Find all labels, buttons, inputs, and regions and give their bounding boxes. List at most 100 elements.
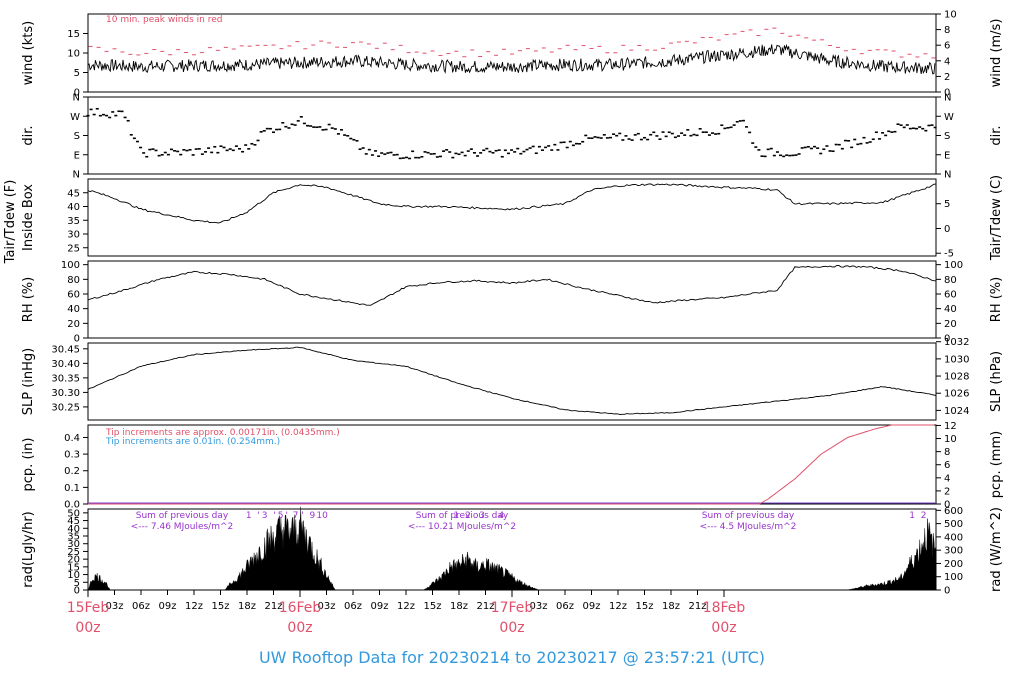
dir-left-tick-label: E	[74, 150, 80, 161]
x-tick-label: 21z	[265, 601, 283, 612]
x-tick-label: 06z	[344, 601, 362, 612]
temp-left-tick-label: 30	[67, 230, 80, 241]
temp-right-tick-label: 5	[944, 199, 950, 210]
slp-ylabel-right: SLP (hPa)	[989, 351, 1004, 412]
x-day-hour-label: 00z	[75, 620, 100, 636]
rad-day-note-line1: Sum of previous day	[702, 511, 795, 521]
x-tick-label: 06z	[556, 601, 574, 612]
pcp-line	[88, 424, 935, 505]
rh-left-tick-label: 100	[61, 260, 80, 271]
rh-right-tick-label: 0	[944, 334, 950, 345]
rad-hour-marker: 3	[262, 511, 268, 521]
x-tick-label: 03z	[318, 601, 336, 612]
slp-right-tick-label: 1024	[944, 406, 969, 417]
slp-left-tick-label: 30.45	[51, 344, 80, 355]
slp-left-tick-label: 30.35	[51, 373, 80, 384]
dir-ylabel-right: dir.	[989, 125, 1004, 145]
rh-ylabel-left: RH (%)	[21, 277, 36, 322]
x-tick-label: 03z	[530, 601, 548, 612]
wind-left-tick-label: 10	[67, 49, 80, 60]
temp-panel-frame	[87, 178, 937, 257]
rad-right-tick-label: 0	[944, 586, 950, 597]
rad-hour-marker: 5	[278, 511, 284, 521]
x-tick-label: 12z	[185, 601, 203, 612]
rad-left-tick-label: 0	[74, 586, 80, 597]
wind-right-tick-label: 8	[944, 25, 950, 36]
rad-left-tick-label: 10	[67, 570, 80, 581]
rad-right-tick-label: 200	[944, 559, 963, 570]
rad-ylabel-right: rad (W/m^2)	[989, 507, 1004, 592]
slp-left-tick-label: 30.30	[51, 388, 80, 399]
wind-right-tick-label: 6	[944, 41, 950, 52]
rad-day-note-line2: <--- 7.46 MJoules/m^2	[131, 522, 233, 532]
temp-ylabel-left: Tair/Tdew (F)	[3, 180, 18, 265]
x-tick-label: 15z	[424, 601, 442, 612]
slp-ylabel-left: SLP (inHg)	[21, 348, 36, 416]
rad-hour-marker: 10	[316, 511, 328, 521]
rad-hour-marker: 9	[309, 511, 315, 521]
rad-hour-marker: '	[286, 511, 288, 521]
rad-left-tick-label: 35	[67, 532, 80, 543]
rad-right-tick-label: 600	[944, 506, 963, 517]
rh-line	[87, 265, 937, 306]
wind-left-tick-label: 15	[67, 29, 80, 40]
x-day-label: 16Feb	[279, 600, 322, 616]
temp-left-tick-label: 45	[67, 188, 80, 199]
dir-left-tick-label: S	[74, 131, 80, 142]
rad-left-tick-label: 5	[74, 578, 80, 589]
x-tick-label: 03z	[106, 601, 124, 612]
wind-right-tick-label: 4	[944, 56, 950, 67]
pcp-right-tick-label: 6	[944, 460, 950, 471]
x-tick-label: 09z	[159, 601, 177, 612]
rad-hour-marker: 1	[246, 511, 252, 521]
x-tick-label: 18z	[238, 601, 256, 612]
wind-right-tick-label: 10	[944, 10, 957, 21]
rad-hour-marker: '	[301, 511, 303, 521]
slp-right-tick-label: 1030	[944, 354, 969, 365]
x-tick-label: 12z	[609, 601, 627, 612]
x-day-label: 18Feb	[703, 600, 746, 616]
rh-left-tick-label: 0	[74, 334, 80, 345]
temp-right-tick-label: 0	[944, 224, 950, 235]
temp-left-tick-label: 25	[67, 243, 80, 254]
wind-left-tick-label: 0	[74, 88, 80, 99]
pcp-right-tick-label: 10	[944, 434, 957, 445]
slp-right-tick-label: 1028	[944, 372, 969, 383]
pcp-note-red: Tip increments are approx. 0.00171in. (0…	[105, 428, 340, 438]
temp-line	[87, 183, 937, 224]
rad-hour-marker: '	[257, 511, 259, 521]
slp-left-tick-label: 30.25	[51, 402, 80, 413]
rad-day-note-line2: <--- 10.21 MJoules/m^2	[408, 522, 516, 532]
pcp-left-tick-label: 0.1	[64, 483, 80, 494]
temp-right-tick-label: -5	[944, 249, 954, 260]
rad-day-note-line1: Sum of previous day	[416, 511, 509, 521]
temp-left-tick-label: 40	[67, 202, 80, 213]
dir-left-tick-label: N	[73, 93, 80, 104]
rad-area	[87, 506, 937, 591]
x-day-hour-label: 00z	[711, 620, 736, 636]
x-tick-label: 09z	[371, 601, 389, 612]
rad-left-tick-label: 40	[67, 524, 80, 535]
rad-left-tick-label: 30	[67, 539, 80, 550]
pcp-right-tick-label: 12	[944, 421, 957, 432]
rad-left-tick-label: 45	[67, 516, 80, 527]
slp-right-tick-label: 1032	[944, 337, 969, 348]
x-tick-label: 18z	[662, 601, 680, 612]
rad-hour-marker: 2	[921, 511, 927, 521]
rad-right-tick-label: 500	[944, 519, 963, 530]
dir-right-tick-label: N	[944, 170, 951, 181]
rad-hour-marker: 4	[499, 511, 505, 521]
slp-right-tick-label: 1026	[944, 389, 969, 400]
pcp-right-tick-label: 0	[944, 500, 950, 511]
x-day-label: 17Feb	[491, 600, 534, 616]
rad-day-note-line2: <--- 4.5 MJoules/m^2	[700, 522, 797, 532]
dir-left-tick-label: W	[70, 112, 80, 123]
rh-panel-frame	[87, 260, 937, 339]
rh-right-tick-label: 60	[944, 290, 957, 301]
rad-left-tick-label: 25	[67, 547, 80, 558]
rad-hour-marker: 3	[479, 511, 485, 521]
rad-hour-marker: 1	[453, 511, 459, 521]
temp-left-tick-label: 35	[67, 216, 80, 227]
slp-line	[87, 346, 937, 415]
